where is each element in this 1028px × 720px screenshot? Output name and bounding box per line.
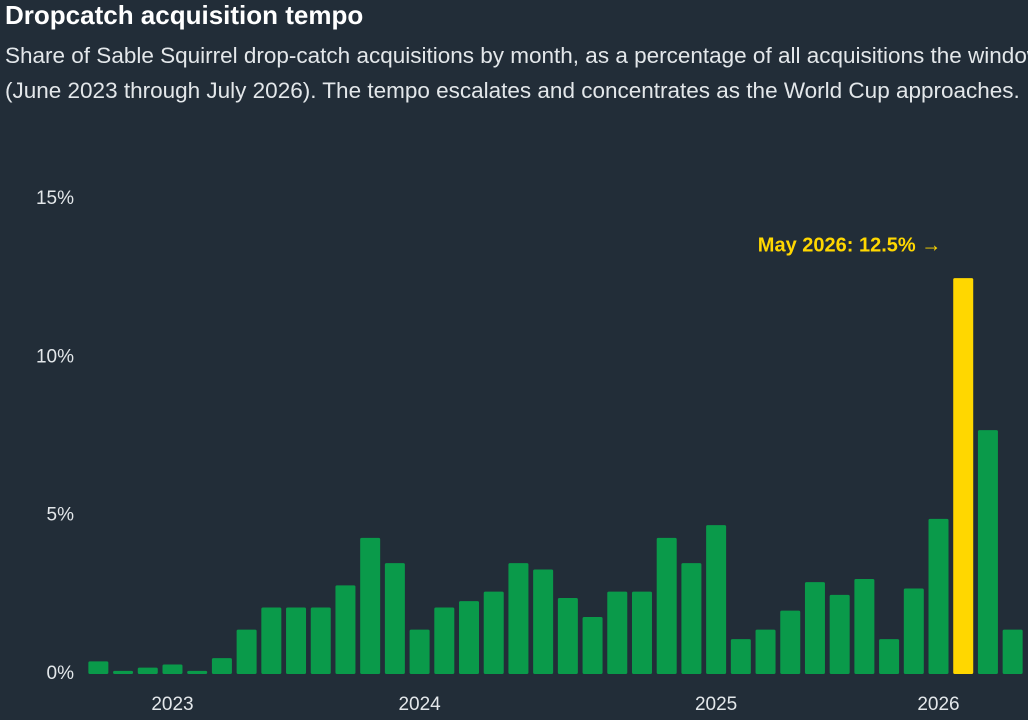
chart-title: Dropcatch acquisition tempo: [5, 0, 364, 30]
x-tick-label: 2025: [695, 694, 737, 715]
annotation: May 2026: 12.5% →: [758, 234, 941, 256]
bar: [928, 518, 949, 674]
bar: [977, 430, 998, 674]
bar: [533, 569, 554, 674]
bar: [335, 585, 356, 674]
bar: [1002, 629, 1023, 674]
bar: [137, 667, 158, 674]
bar: [113, 670, 134, 674]
x-tick-label: 2026: [917, 694, 959, 715]
bar: [360, 537, 381, 674]
bar: [879, 639, 900, 674]
x-tick-label: 2023: [151, 694, 193, 715]
bar: [211, 658, 232, 674]
x-tick-label: 2024: [398, 694, 441, 715]
y-tick-label: 5%: [47, 505, 75, 526]
bar: [631, 591, 652, 674]
bar: [953, 278, 974, 674]
y-tick-label: 15%: [36, 188, 74, 209]
bar: [483, 591, 504, 674]
bar: [706, 525, 727, 674]
bar: [607, 591, 628, 674]
bar: [384, 563, 405, 674]
y-tick-label: 0%: [47, 663, 75, 684]
bar: [804, 582, 825, 674]
bar: [434, 607, 455, 674]
bar: [730, 639, 751, 674]
bar: [854, 579, 875, 674]
bar: [459, 601, 480, 674]
bar: [508, 563, 529, 674]
bar: [829, 594, 850, 674]
bar: [187, 670, 208, 674]
bar: [903, 588, 924, 674]
bar: [557, 598, 578, 674]
bar: [409, 629, 430, 674]
bar: [162, 664, 183, 674]
bar: [88, 661, 109, 674]
bar: [582, 617, 603, 674]
bar: [681, 563, 702, 674]
bar: [261, 607, 282, 674]
bar: [310, 607, 331, 674]
bar: [236, 629, 257, 674]
bar: [286, 607, 307, 674]
bar: [780, 610, 801, 674]
y-tick-label: 10%: [36, 346, 74, 367]
bar: [656, 537, 677, 674]
bar: [755, 629, 776, 674]
chart-subtitle: Share of Sable Squirrel drop-catch acqui…: [5, 43, 1028, 103]
